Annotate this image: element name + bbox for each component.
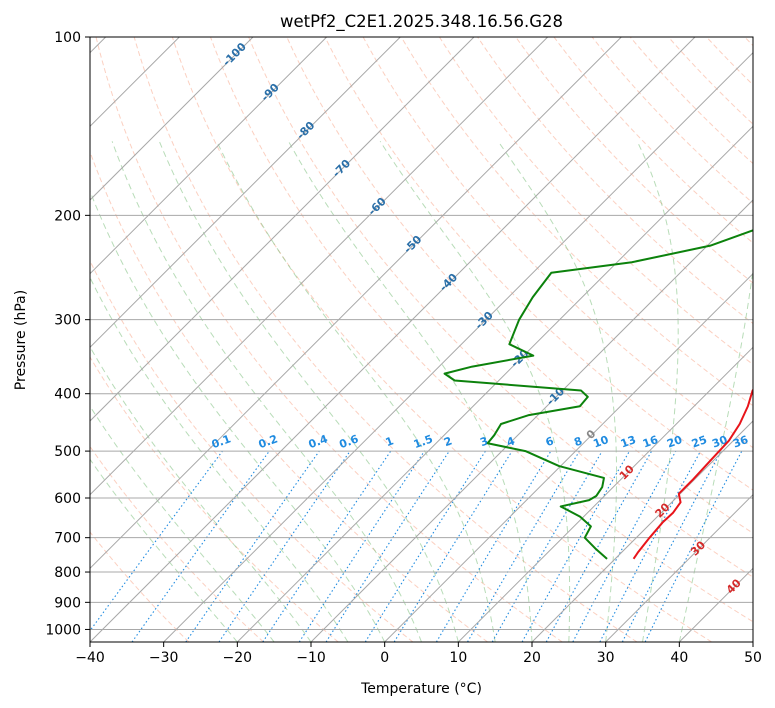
mixing-ratio-line: [90, 450, 223, 632]
mixing-ratio-line: [521, 450, 630, 642]
dry-adiabat-line: [90, 531, 190, 642]
y-tick-label: 700: [54, 531, 81, 547]
mixing-ratio-label: 10: [591, 433, 610, 451]
mixing-ratio-label: 36: [731, 433, 750, 451]
plot-frame: [89, 36, 754, 643]
mixing-ratio-labels: 0.1 0.2 0.4 0.6 1 1.5 2 3 4 6 8 10 13 16 20 25 30 36: [210, 432, 751, 451]
y-tick-label: 400: [54, 387, 81, 403]
dry-adiabat-line: [133, 37, 638, 642]
mixing-ratio-line: [218, 450, 351, 642]
dry-adiabat-line: [90, 259, 414, 642]
mixing-ratio-label: 20: [665, 433, 684, 451]
mixing-ratio-line: [572, 450, 677, 642]
mixing-ratio-label: 1: [384, 434, 396, 449]
y-tick-label: 800: [54, 565, 81, 581]
mixing-ratio-line: [435, 450, 552, 642]
isotherm-line: [90, 37, 696, 642]
mixing-ratio-line: [491, 450, 603, 642]
mixing-ratio-label: 3: [478, 434, 490, 449]
x-tick-label: −20: [223, 650, 253, 666]
mixing-ratio-label: 1.5: [412, 432, 435, 451]
dry-adiabat-line: [324, 37, 753, 491]
isotherm-line: [90, 37, 328, 275]
mixing-ratio-label: 0.2: [257, 432, 280, 451]
dry-adiabat-line: [95, 37, 563, 642]
x-tick-label: −40: [75, 650, 105, 666]
dry-adiabat-line: [477, 37, 753, 325]
isotherm-line: [531, 420, 753, 642]
mixing-ratio-label: 13: [619, 433, 638, 450]
x-tick-label: 0: [380, 650, 389, 666]
dewpoint-profile-line: [443, 229, 753, 560]
dry-adiabat-line: [90, 150, 488, 642]
mixing-ratio-line: [325, 450, 450, 642]
mixing-ratio-label: 25: [690, 433, 709, 450]
mixing-ratio-label: 6: [544, 434, 556, 449]
isotherm-line: [457, 346, 753, 642]
mixing-ratio-label: 2: [442, 434, 454, 449]
isotherm-line: [236, 125, 753, 642]
mixing-ratio-label: 0.4: [307, 432, 330, 451]
mixing-ratio-label: 4: [505, 434, 517, 449]
dry-adiabat-line: [171, 37, 712, 642]
chart-title: wetPf2_C2E1.2025.348.16.56.G28: [280, 12, 563, 32]
x-tick-label: 30: [597, 650, 615, 666]
isotherm-line: [90, 37, 549, 496]
y-tick-label: 100: [54, 30, 81, 46]
isotherm-line: [310, 199, 753, 642]
y-tick-label: 1000: [45, 622, 81, 638]
isotherm-line: [605, 493, 753, 642]
mixing-ratio-label: 0.1: [210, 432, 233, 451]
mixing-ratio-line: [131, 450, 270, 642]
mixing-ratio-line: [467, 450, 580, 642]
dry-adiabat-line: [591, 37, 753, 204]
isotherms: [90, 37, 753, 642]
x-axis: −40 −30 −20 −10 0 10 20 30 40 50: [75, 642, 762, 666]
isotherm-line: [384, 272, 753, 642]
dry-adiabat-line: [439, 37, 753, 366]
isotherm-line: [90, 37, 401, 349]
y-tick-label: 600: [54, 491, 81, 507]
isotherm-line: [90, 37, 622, 570]
mixing-ratio-label: 16: [641, 433, 660, 451]
mixing-ratio-label: 8: [572, 434, 584, 449]
x-tick-label: −30: [149, 650, 179, 666]
mixing-ratio-line: [364, 450, 486, 642]
profile-series: [443, 229, 753, 560]
dry-adiabat-line: [400, 37, 753, 407]
x-tick-label: 10: [449, 650, 467, 666]
y-tick-label: 900: [54, 595, 81, 611]
isobars: [90, 37, 753, 630]
x-tick-label: −10: [296, 650, 326, 666]
x-tick-label: 50: [744, 650, 762, 666]
dry-adiabat-line: [248, 37, 753, 578]
x-tick-label: 40: [670, 650, 688, 666]
mixing-ratio-line: [393, 450, 513, 642]
isotherm-line: [90, 37, 254, 201]
dry-adiabat-line: [90, 356, 339, 642]
dry-adiabat-line: [286, 37, 753, 534]
mixing-ratio-label: 0.6: [338, 432, 361, 451]
mixing-ratio-line: [185, 450, 320, 642]
temperature-profile-line: [632, 388, 753, 560]
dry-adiabat-line: [210, 37, 753, 623]
isotherm-line: [163, 51, 753, 642]
y-tick-label: 200: [54, 208, 81, 224]
plot-area: -100-90-80-70-60-50-40-30-20-10010203040…: [90, 37, 753, 642]
dry-adiabat-line: [553, 37, 753, 244]
y-axis-label: Pressure (hPa): [13, 290, 29, 390]
x-axis-label: Temperature (°C): [360, 681, 482, 697]
y-axis: 1000 900 800 700 600 500 400 300 200 100: [45, 30, 90, 638]
isotherm-line: [90, 37, 475, 422]
y-tick-label: 500: [54, 444, 81, 460]
mixing-ratio-lines: [90, 450, 743, 642]
y-tick-label: 300: [54, 313, 81, 329]
x-tick-label: 20: [523, 650, 541, 666]
